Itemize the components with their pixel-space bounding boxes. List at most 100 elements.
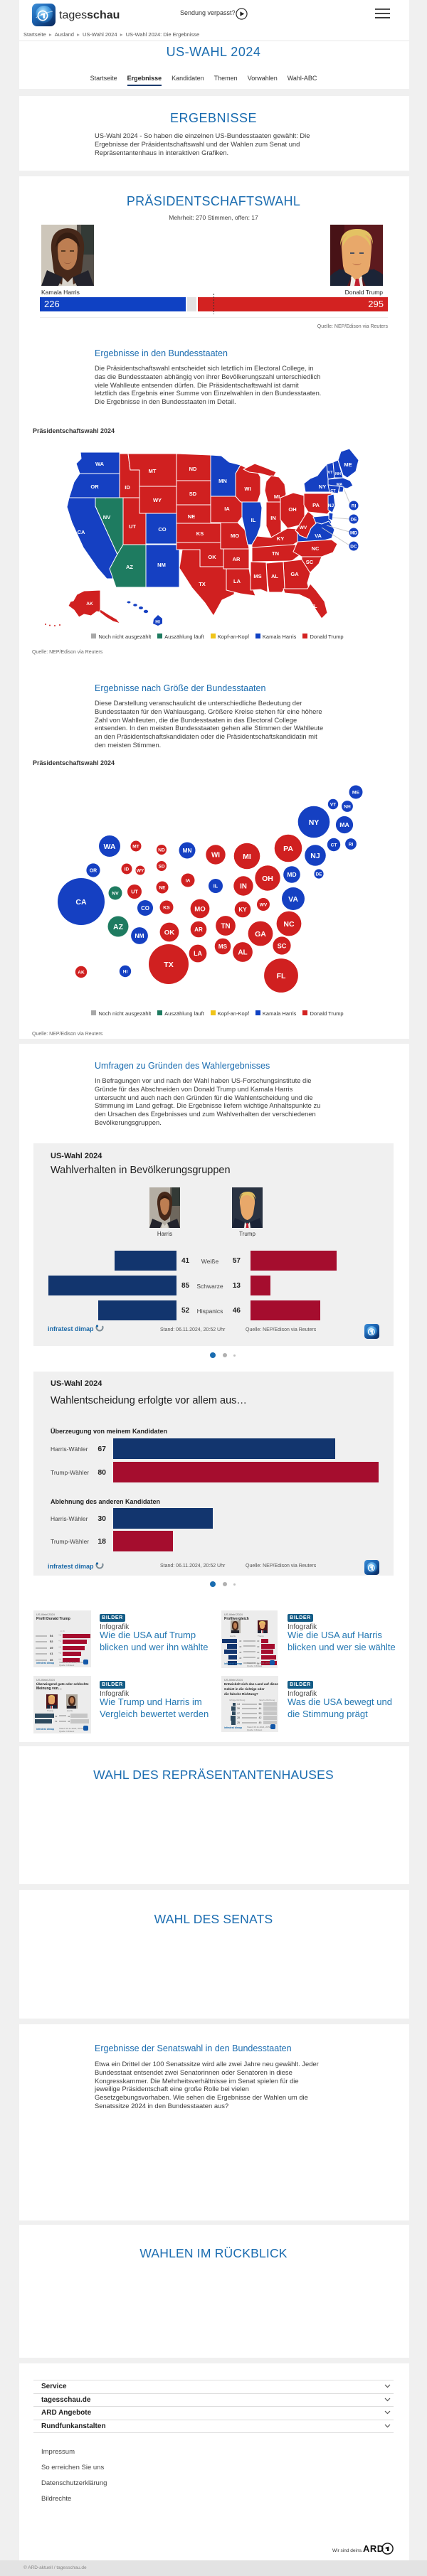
svg-text:CT: CT <box>331 843 337 848</box>
svg-text:CO: CO <box>141 905 149 912</box>
svg-text:OR: OR <box>90 483 99 490</box>
svg-text:NE: NE <box>159 885 166 890</box>
svg-text:KY: KY <box>277 535 284 542</box>
svg-text:AL: AL <box>238 949 247 957</box>
svg-text:MA: MA <box>339 821 349 828</box>
svg-text:FL: FL <box>310 603 317 609</box>
svg-text:NH: NH <box>335 472 341 476</box>
svg-text:CO: CO <box>158 526 166 533</box>
svg-text:AK: AK <box>78 970 85 975</box>
svg-text:AR: AR <box>194 926 203 933</box>
svg-text:TX: TX <box>199 581 206 587</box>
svg-text:SD: SD <box>158 864 164 869</box>
svg-text:PA: PA <box>312 502 320 508</box>
svg-text:NJ: NJ <box>328 503 334 508</box>
svg-text:SC: SC <box>306 559 314 565</box>
svg-text:NJ: NJ <box>310 852 320 860</box>
svg-text:CT: CT <box>330 489 336 493</box>
svg-text:MD: MD <box>350 531 357 536</box>
svg-text:CA: CA <box>78 529 85 535</box>
svg-text:MN: MN <box>218 478 227 484</box>
svg-text:MD: MD <box>287 871 296 878</box>
svg-text:NC: NC <box>312 545 320 552</box>
svg-text:KS: KS <box>163 905 170 910</box>
svg-text:WV: WV <box>260 902 268 907</box>
svg-text:WV: WV <box>300 525 307 530</box>
svg-text:LA: LA <box>194 950 202 957</box>
svg-text:TN: TN <box>221 923 230 931</box>
svg-text:VT: VT <box>330 802 336 807</box>
svg-text:DC: DC <box>350 545 357 550</box>
svg-text:RI: RI <box>349 842 354 847</box>
svg-text:GA: GA <box>255 930 266 939</box>
svg-text:ND: ND <box>189 466 197 472</box>
svg-text:IN: IN <box>240 883 247 891</box>
svg-text:MI: MI <box>243 853 251 861</box>
svg-text:ME: ME <box>344 461 352 468</box>
svg-text:OR: OR <box>90 868 97 873</box>
svg-text:NH: NH <box>344 804 351 809</box>
svg-text:MN: MN <box>183 848 192 854</box>
svg-text:DE: DE <box>350 518 357 523</box>
svg-text:WI: WI <box>211 852 220 860</box>
svg-text:WI: WI <box>244 486 251 492</box>
svg-text:UT: UT <box>131 889 138 895</box>
svg-text:MO: MO <box>231 533 239 539</box>
svg-text:VT: VT <box>327 471 333 475</box>
svg-text:ND: ND <box>158 848 165 853</box>
svg-text:UT: UT <box>129 523 136 530</box>
svg-text:NM: NM <box>135 932 144 939</box>
svg-text:VA: VA <box>288 895 298 904</box>
svg-text:MS: MS <box>218 944 228 950</box>
svg-text:CA: CA <box>75 898 87 907</box>
svg-text:KY: KY <box>238 907 247 913</box>
svg-text:MA: MA <box>337 483 343 487</box>
svg-text:OK: OK <box>208 554 216 560</box>
svg-text:TX: TX <box>164 961 173 969</box>
svg-text:AR: AR <box>233 556 241 562</box>
svg-text:WY: WY <box>153 497 162 503</box>
svg-text:IA: IA <box>186 878 191 883</box>
svg-text:MI: MI <box>274 493 280 500</box>
svg-text:ID: ID <box>125 484 130 491</box>
svg-text:AK: AK <box>86 602 93 606</box>
svg-text:ID: ID <box>125 867 130 872</box>
svg-text:WA: WA <box>95 461 105 467</box>
svg-text:TN: TN <box>272 550 279 557</box>
svg-text:OK: OK <box>164 929 174 936</box>
svg-text:MT: MT <box>132 844 139 849</box>
svg-text:NM: NM <box>157 562 166 568</box>
svg-text:MS: MS <box>253 573 261 579</box>
svg-text:LA: LA <box>233 578 241 584</box>
svg-text:NE: NE <box>188 513 195 520</box>
svg-text:OH: OH <box>288 506 296 513</box>
svg-text:IL: IL <box>214 883 218 889</box>
svg-text:RI: RI <box>352 504 357 509</box>
svg-text:PA: PA <box>283 845 293 853</box>
svg-text:SC: SC <box>278 942 287 949</box>
svg-text:AL: AL <box>271 573 278 579</box>
svg-text:MT: MT <box>149 468 157 474</box>
svg-text:NV: NV <box>112 891 119 896</box>
svg-text:WY: WY <box>137 868 144 873</box>
svg-text:SD: SD <box>189 491 197 497</box>
svg-text:NY: NY <box>319 483 326 490</box>
svg-text:HI: HI <box>155 620 160 625</box>
svg-text:AZ: AZ <box>126 564 133 570</box>
svg-text:NY: NY <box>309 818 320 827</box>
svg-text:NC: NC <box>283 920 295 929</box>
svg-text:IA: IA <box>224 506 230 512</box>
svg-text:ME: ME <box>352 790 360 795</box>
svg-text:FL: FL <box>277 972 286 980</box>
svg-text:AZ: AZ <box>113 924 124 931</box>
svg-text:IL: IL <box>251 517 256 523</box>
svg-text:KS: KS <box>196 530 204 537</box>
svg-text:HI: HI <box>123 969 128 974</box>
svg-text:MO: MO <box>194 905 206 913</box>
svg-text:GA: GA <box>290 571 299 577</box>
svg-text:VA: VA <box>315 533 322 539</box>
svg-text:OH: OH <box>262 875 273 883</box>
svg-text:IN: IN <box>270 515 276 521</box>
svg-text:NV: NV <box>103 514 110 520</box>
svg-text:DE: DE <box>315 872 322 877</box>
